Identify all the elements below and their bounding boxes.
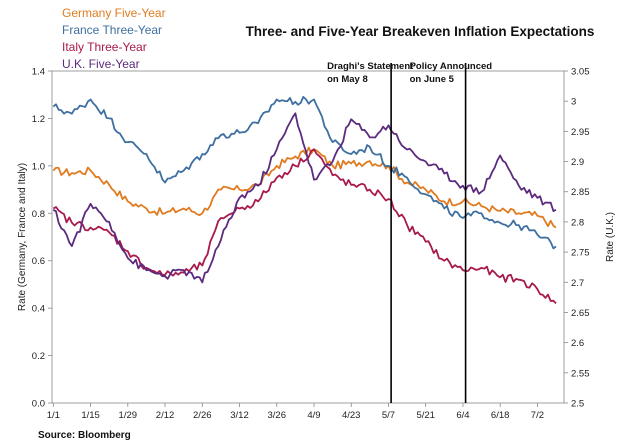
x-tick-label: 7/2 xyxy=(531,410,544,421)
x-tick-label: 1/29 xyxy=(119,410,138,421)
x-axis: 1/1 1/15 1/29 2/12 2/26 3/12 3/26 4/9 4/23 5/7 5/2… xyxy=(47,403,544,421)
y-axis-right: 2.5 2.55 2.6 2.65 2.7 2.75 2.8 2.85 2.9 2.95 3 3.05 xyxy=(564,67,590,410)
legend: Germany Five-Year France Three-Year Ital… xyxy=(62,6,166,71)
annotation-policy-announced-label: Policy Announced xyxy=(410,61,493,72)
y-left-tick-label: 0.6 xyxy=(32,256,45,267)
y-right-tick-label: 2.8 xyxy=(571,217,584,228)
y-left-tick-label: 1.4 xyxy=(32,67,45,78)
series-france-three-year xyxy=(52,96,557,250)
y-right-tick-label: 2.9 xyxy=(571,157,584,168)
y-right-tick-label: 2.95 xyxy=(571,127,590,138)
series-uk-five-year xyxy=(52,112,557,284)
plot-area xyxy=(51,70,565,404)
x-tick-label: 5/21 xyxy=(416,410,435,421)
y-right-tick-label: 2.65 xyxy=(571,308,590,319)
x-tick-label: 1/1 xyxy=(47,410,60,421)
source-note: Source: Bloomberg xyxy=(38,430,131,441)
y-axis-right-label: Rate (U.K.) xyxy=(605,212,616,262)
x-tick-label: 2/26 xyxy=(193,410,212,421)
y-axis-left-label: Rate (Germany, France and Italy) xyxy=(17,163,28,311)
y-left-tick-label: 0.8 xyxy=(32,209,45,220)
annotations: Draghi's Statement on May 8 Policy Announc… xyxy=(327,61,492,403)
x-tick-label: 3/12 xyxy=(230,410,249,421)
series-lines xyxy=(52,96,557,305)
y-right-tick-label: 3 xyxy=(571,97,576,108)
x-tick-label: 5/7 xyxy=(382,410,395,421)
y-left-tick-label: 1.2 xyxy=(32,114,45,125)
y-right-tick-label: 2.6 xyxy=(571,338,584,349)
series-germany-five-year xyxy=(52,146,557,229)
legend-entry-italy: Italy Three-Year xyxy=(62,40,147,54)
y-right-tick-label: 2.75 xyxy=(571,248,590,259)
x-tick-label: 1/15 xyxy=(81,410,100,421)
x-tick-label: 4/23 xyxy=(342,410,361,421)
x-tick-label: 6/18 xyxy=(491,410,510,421)
y-right-tick-label: 2.85 xyxy=(571,187,590,198)
x-tick-label: 4/9 xyxy=(307,410,320,421)
y-axis-left: 0.0 0.2 0.4 0.6 0.8 1.0 1.2 1.4 xyxy=(32,67,52,410)
y-left-tick-label: 1.0 xyxy=(32,161,45,172)
annotation-draghi-statement-label: Draghi's Statement xyxy=(327,61,414,72)
y-right-tick-label: 2.7 xyxy=(571,278,584,289)
legend-entry-germany: Germany Five-Year xyxy=(62,6,166,20)
y-right-tick-label: 2.5 xyxy=(571,399,584,410)
chart-title: Three- and Five-Year Breakeven Inflation… xyxy=(246,24,595,39)
x-tick-label: 2/12 xyxy=(156,410,175,421)
legend-entry-uk: U.K. Five-Year xyxy=(62,57,140,71)
x-tick-label: 3/26 xyxy=(267,410,286,421)
legend-entry-france: France Three-Year xyxy=(62,23,162,37)
annotation-policy-announced-label: on June 5 xyxy=(410,74,455,85)
y-right-tick-label: 3.05 xyxy=(571,67,590,78)
series-italy-three-year xyxy=(52,148,557,305)
annotation-draghi-statement-label: on May 8 xyxy=(327,74,368,85)
y-left-tick-label: 0.2 xyxy=(32,351,45,362)
x-tick-label: 6/4 xyxy=(456,410,469,421)
y-left-tick-label: 0.4 xyxy=(32,304,45,315)
y-right-tick-label: 2.55 xyxy=(571,368,590,379)
y-left-tick-label: 0.0 xyxy=(32,399,45,410)
